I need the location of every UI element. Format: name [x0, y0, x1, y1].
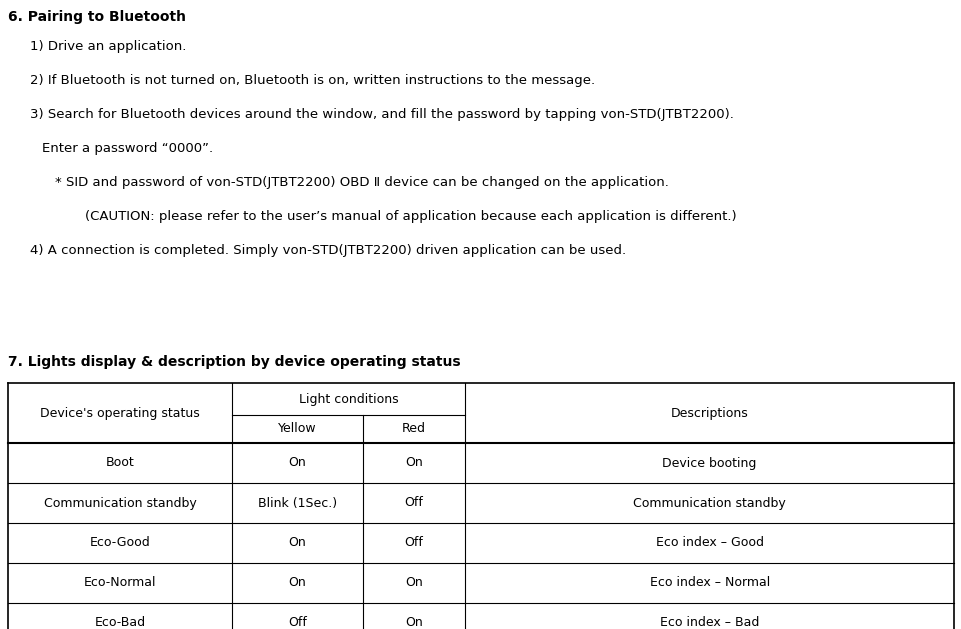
Text: On: On: [405, 457, 423, 469]
Text: Eco-Normal: Eco-Normal: [84, 577, 157, 589]
Text: Yellow: Yellow: [278, 423, 316, 435]
Text: Device's operating status: Device's operating status: [40, 406, 200, 420]
Text: Off: Off: [288, 616, 307, 629]
Text: 7. Lights display & description by device operating status: 7. Lights display & description by devic…: [8, 355, 460, 369]
Text: On: On: [288, 577, 307, 589]
Text: On: On: [405, 616, 423, 629]
Text: Communication standby: Communication standby: [632, 496, 785, 509]
Text: Blink (1Sec.): Blink (1Sec.): [258, 496, 336, 509]
Text: Red: Red: [402, 423, 426, 435]
Text: 2) If Bluetooth is not turned on, Bluetooth is on, written instructions to the m: 2) If Bluetooth is not turned on, Blueto…: [30, 74, 595, 87]
Text: Light conditions: Light conditions: [299, 392, 398, 406]
Text: Eco index – Bad: Eco index – Bad: [659, 616, 758, 629]
Text: On: On: [405, 577, 423, 589]
Text: 4) A connection is completed. Simply von-STD(JTBT2200) driven application can be: 4) A connection is completed. Simply von…: [30, 244, 626, 257]
Text: Boot: Boot: [106, 457, 135, 469]
Text: Device booting: Device booting: [662, 457, 756, 469]
Text: Descriptions: Descriptions: [670, 406, 748, 420]
Text: Eco-Bad: Eco-Bad: [94, 616, 145, 629]
Text: Communication standby: Communication standby: [43, 496, 196, 509]
Text: Eco index – Good: Eco index – Good: [655, 537, 763, 550]
Text: On: On: [288, 457, 307, 469]
Text: On: On: [288, 537, 307, 550]
Text: Off: Off: [405, 537, 423, 550]
Text: 3) Search for Bluetooth devices around the window, and fill the password by tapp: 3) Search for Bluetooth devices around t…: [30, 108, 733, 121]
Text: (CAUTION: please refer to the user’s manual of application because each applicat: (CAUTION: please refer to the user’s man…: [85, 210, 736, 223]
Text: Eco index – Normal: Eco index – Normal: [649, 577, 769, 589]
Text: * SID and password of von-STD(JTBT2200) OBD Ⅱ device can be changed on the appli: * SID and password of von-STD(JTBT2200) …: [55, 176, 668, 189]
Text: Enter a password “0000”.: Enter a password “0000”.: [42, 142, 213, 155]
Text: 1) Drive an application.: 1) Drive an application.: [30, 40, 186, 53]
Text: Eco-Good: Eco-Good: [89, 537, 150, 550]
Text: 6. Pairing to Bluetooth: 6. Pairing to Bluetooth: [8, 10, 185, 24]
Text: Off: Off: [405, 496, 423, 509]
